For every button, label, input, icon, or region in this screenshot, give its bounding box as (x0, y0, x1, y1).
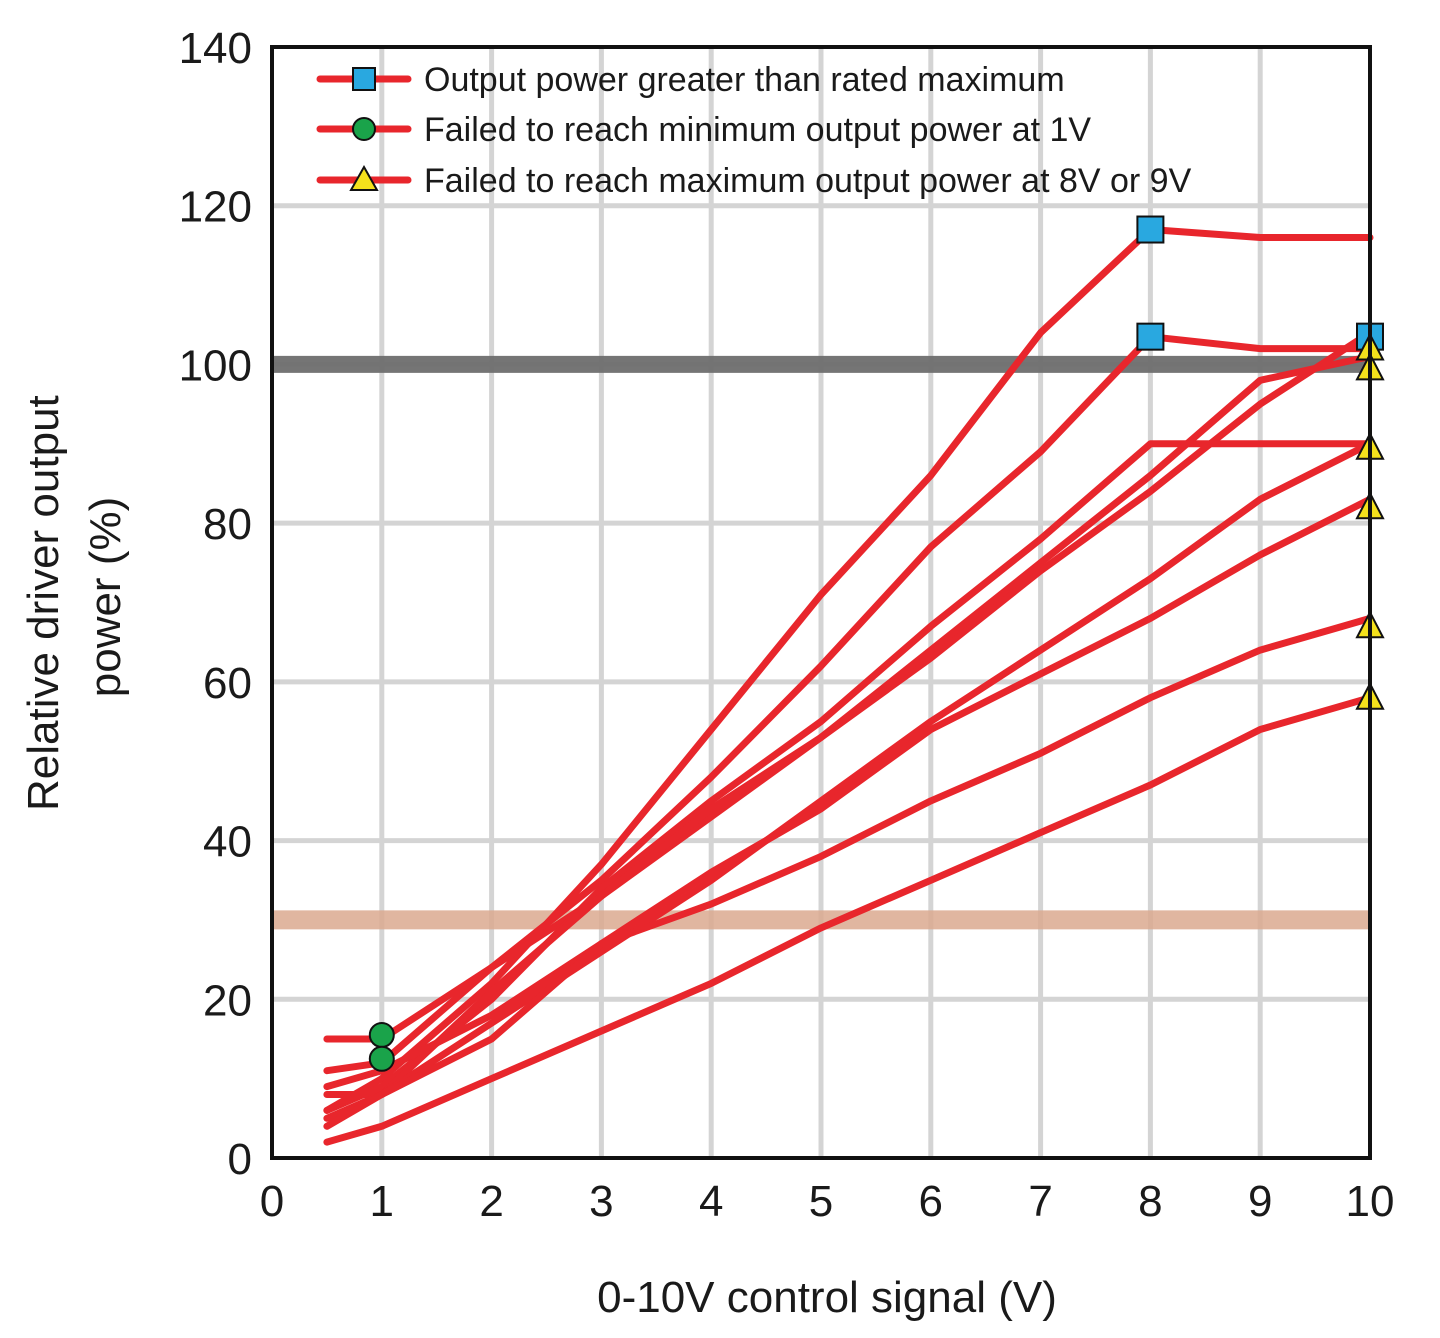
x-tick-label-7: 7 (1028, 1177, 1052, 1226)
y-tick-label-0: 0 (228, 1135, 252, 1184)
x-axis-title: 0-10V control signal (V) (597, 1273, 1057, 1322)
y-tick-label-140: 140 (179, 24, 252, 73)
x-tick-label-4: 4 (699, 1177, 723, 1226)
y-tick-label-20: 20 (203, 976, 252, 1025)
x-tick-label-8: 8 (1138, 1177, 1162, 1226)
y-tick-label-100: 100 (179, 341, 252, 390)
grid (272, 47, 1370, 1158)
legend-item-triangle: Failed to reach maximum output power at … (316, 162, 1192, 200)
legend-label-triangle: Failed to reach maximum output power at … (424, 162, 1192, 200)
x-tick-label-1: 1 (370, 1177, 394, 1226)
y-axis-title: Relative driver output power (%) (19, 383, 130, 811)
series-lines (323, 226, 1374, 1146)
marker-circle-driver-c-0 (368, 1021, 395, 1048)
x-tick-label-6: 6 (919, 1177, 943, 1226)
marker-circle-driver-h-0 (368, 1045, 395, 1072)
y-axis-title-line-2: power (%) (81, 497, 130, 698)
legend-label-square: Output power greater than rated maximum (424, 61, 1065, 99)
series-line-driver-h (323, 614, 1374, 1130)
legend-marker-circle (352, 117, 376, 141)
legend-item-square: Output power greater than rated maximum (316, 61, 1065, 99)
plot-frame (270, 45, 1372, 1160)
series-line-driver-e (323, 353, 1374, 1098)
marker-square-driver-a-0 (1136, 215, 1165, 244)
x-tick-label-9: 9 (1248, 1177, 1272, 1226)
y-tick-label-40: 40 (203, 818, 252, 867)
y-tick-label-60: 60 (203, 659, 252, 708)
series-line-driver-i (323, 694, 1374, 1146)
x-tick-label-5: 5 (809, 1177, 833, 1226)
y-tick-label-80: 80 (203, 500, 252, 549)
legend-marker-triangle (349, 164, 379, 191)
marker-square-driver-b-0 (1136, 322, 1165, 351)
series-line-driver-b (323, 333, 1374, 1075)
y-axis-title-line-1: Relative driver output (19, 395, 68, 811)
x-tick-label-10: 10 (1346, 1177, 1395, 1226)
y-tick-label-120: 120 (179, 183, 252, 232)
x-tick-label-3: 3 (589, 1177, 613, 1226)
series-line-driver-c (323, 329, 1374, 1043)
series-line-driver-g (323, 495, 1374, 1091)
series-line-driver-f (323, 440, 1374, 1122)
legend: Output power greater than rated maximum … (316, 61, 1192, 200)
legend-item-circle: Failed to reach minimum output power at … (316, 111, 1091, 149)
reference-lines (272, 355, 1370, 930)
series-line-driver-a (323, 226, 1374, 1114)
legend-label-circle: Failed to reach minimum output power at … (424, 111, 1091, 149)
legend-marker-square (352, 67, 376, 91)
x-tick-label-2: 2 (479, 1177, 503, 1226)
x-tick-label-0: 0 (260, 1177, 284, 1226)
